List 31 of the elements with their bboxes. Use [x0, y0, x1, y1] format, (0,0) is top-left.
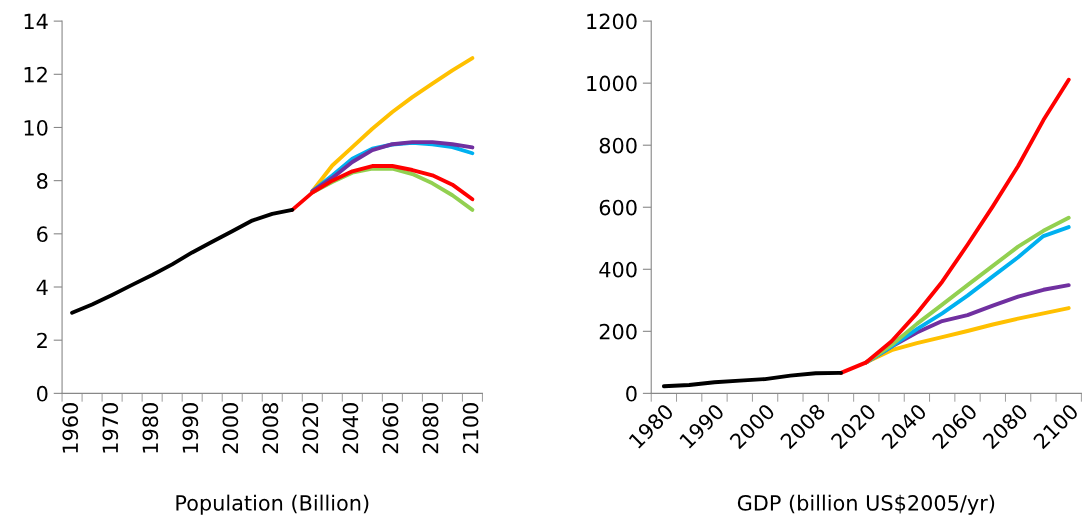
x-tick-label: 2020	[302, 403, 319, 454]
x-tick-label: 1960	[62, 403, 79, 453]
y-tick-label: 0	[626, 385, 637, 402]
y-tick-label: 4	[36, 279, 48, 295]
y-tick-label: 12	[24, 66, 47, 83]
x-tick-label: 2008	[262, 403, 279, 454]
x-tick-label: 2000	[222, 403, 239, 454]
line-series	[839, 77, 1071, 375]
x-axis-title: GDP (billion US$2005/yr)	[737, 494, 995, 515]
x-tick-label: 1980	[142, 403, 159, 453]
y-tick-label: 400	[599, 261, 637, 278]
y-tick-label: 800	[599, 137, 637, 154]
y-tick-label: 0	[37, 385, 48, 402]
y-tick-label: 2	[37, 332, 47, 349]
y-tick-label: 14	[24, 13, 48, 30]
x-tick-label: 2080	[422, 403, 439, 454]
y-tick-label: 10	[24, 119, 48, 136]
y-tick-label: 1200	[587, 13, 637, 30]
x-tick-label: 1990	[182, 403, 199, 453]
y-tick-label: 6	[37, 226, 48, 243]
y-tick-label: 600	[599, 199, 637, 216]
x-axis-title: Population (Billion)	[176, 494, 369, 515]
x-tick-label: 1970	[102, 403, 119, 453]
y-tick-label: 1000	[587, 75, 637, 92]
x-tick-label: 2060	[382, 403, 399, 454]
x-tick-label: 2040	[342, 403, 359, 454]
line-series	[661, 370, 843, 389]
y-tick-label: 200	[599, 323, 637, 340]
y-tick-label: 8	[37, 173, 48, 189]
line-series	[70, 207, 295, 315]
x-tick-label: 2100	[462, 403, 479, 454]
